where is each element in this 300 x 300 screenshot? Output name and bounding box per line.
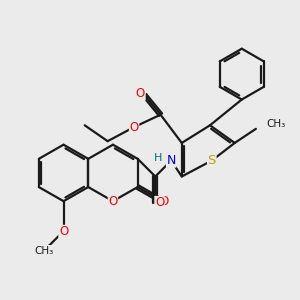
- Text: O: O: [130, 121, 139, 134]
- Text: CH₃: CH₃: [266, 118, 286, 128]
- Text: O: O: [108, 195, 118, 208]
- Text: H: H: [154, 153, 162, 163]
- Text: S: S: [208, 154, 216, 167]
- Text: N: N: [167, 154, 176, 167]
- Text: O: O: [59, 225, 68, 239]
- Text: O: O: [155, 196, 164, 209]
- Text: O: O: [160, 195, 169, 208]
- Text: CH₃: CH₃: [34, 246, 54, 256]
- Text: O: O: [136, 87, 145, 100]
